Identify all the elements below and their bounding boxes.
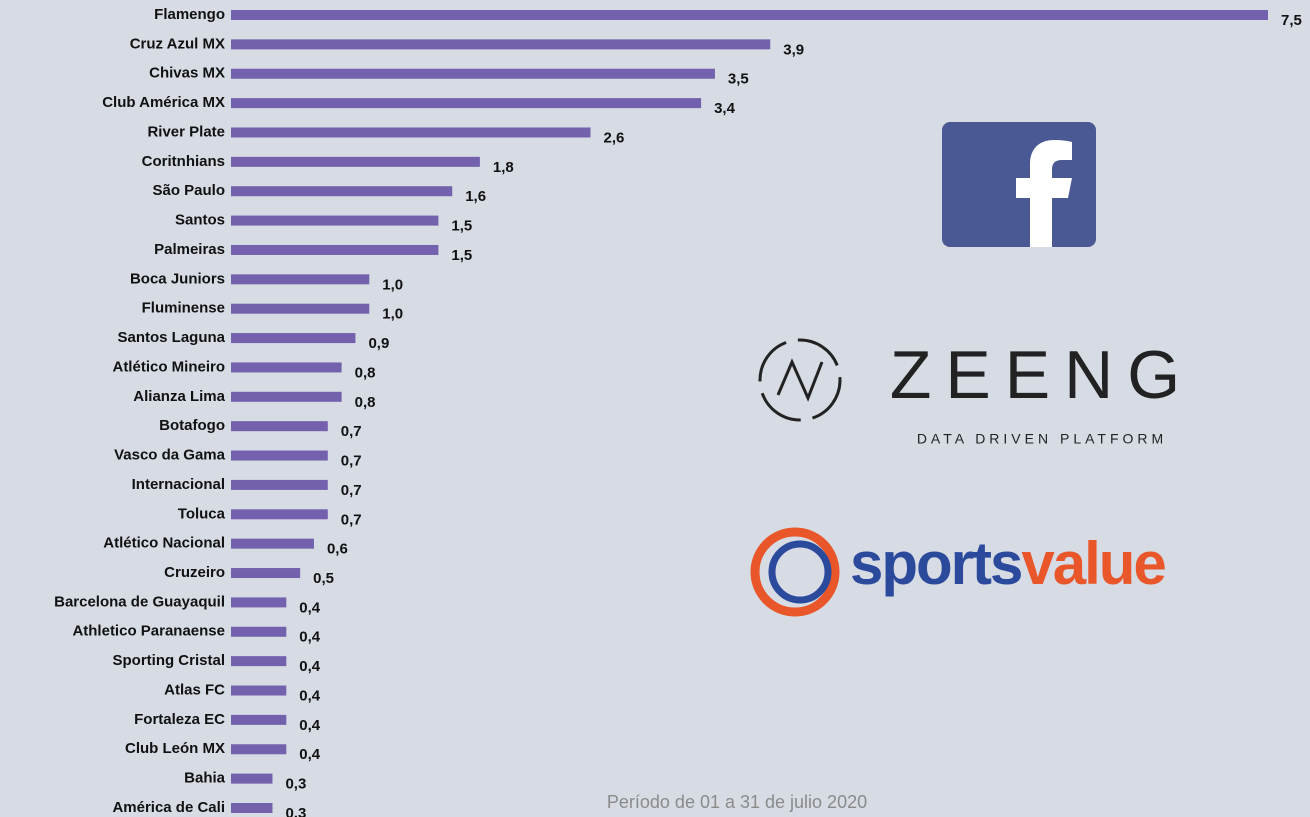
value-label: 7,5 <box>1281 12 1302 29</box>
category-label: Club León MX <box>125 740 225 757</box>
category-label: Cruz Azul MX <box>130 35 225 52</box>
category-label: Bahia <box>184 770 226 787</box>
bar <box>231 127 591 138</box>
value-label: 0,4 <box>299 629 321 646</box>
value-label: 0,3 <box>285 805 306 817</box>
category-label: Fortaleza EC <box>134 711 225 728</box>
bar <box>231 303 370 314</box>
bar <box>231 509 328 520</box>
zeeng-circle <box>758 338 842 422</box>
bar <box>231 215 439 226</box>
category-label: Alianza Lima <box>133 388 225 405</box>
facebook-f <box>1016 140 1072 247</box>
category-label: Toluca <box>178 505 226 522</box>
facebook-logo <box>942 122 1096 247</box>
bar <box>231 656 287 667</box>
sportsvalue-logo: sportsvalue <box>750 527 1167 617</box>
value-label: 1,8 <box>493 159 514 176</box>
category-label: Barcelona de Guayaquil <box>54 593 225 610</box>
value-label: 0,4 <box>299 658 321 675</box>
value-label: 0,4 <box>299 746 321 763</box>
category-label: Fluminense <box>142 300 225 317</box>
bar <box>231 744 287 755</box>
zeeng-wave <box>776 358 824 402</box>
bar <box>231 773 273 784</box>
bar <box>231 685 287 696</box>
category-label: Chivas MX <box>149 65 225 82</box>
category-label: Atlético Nacional <box>103 535 225 552</box>
bar <box>231 68 715 79</box>
sv-ring-outer <box>750 527 840 617</box>
value-label: 1,5 <box>451 218 472 235</box>
bar <box>231 421 328 432</box>
value-label: 0,4 <box>299 599 321 616</box>
category-label: Atlético Mineiro <box>112 358 225 375</box>
bar <box>231 10 1268 20</box>
value-label: 0,7 <box>341 511 362 528</box>
bar <box>231 156 480 167</box>
category-label: Palmeiras <box>154 241 225 258</box>
bar <box>231 538 314 549</box>
bar <box>231 450 328 461</box>
bar <box>231 39 771 50</box>
value-label: 0,4 <box>299 717 321 734</box>
category-label: Santos Laguna <box>117 329 225 346</box>
value-label: 1,5 <box>451 247 472 264</box>
bar <box>231 186 453 197</box>
category-label: São Paulo <box>152 182 225 199</box>
sv-text: sportsvalue <box>850 530 1165 597</box>
sv-text-b: value <box>1021 530 1165 597</box>
bar <box>231 568 301 579</box>
zeeng-tagline: DATA DRIVEN PLATFORM <box>917 431 1167 447</box>
category-label: Cruzeiro <box>164 564 225 581</box>
category-label: Internacional <box>132 476 225 493</box>
category-label: Coritnhians <box>142 153 225 170</box>
bar <box>231 274 370 285</box>
category-label: Club América MX <box>102 94 225 111</box>
value-label: 3,4 <box>714 100 736 117</box>
value-label: 0,7 <box>341 453 362 470</box>
value-label: 0,7 <box>341 482 362 499</box>
category-label: América de Cali <box>112 799 225 816</box>
category-label: Boca Juniors <box>130 270 225 287</box>
bar <box>231 714 287 725</box>
footnote: Período de 01 a 31 de julio 2020 <box>607 792 867 812</box>
value-label: 2,6 <box>603 129 624 146</box>
bar <box>231 802 273 813</box>
value-label: 0,4 <box>299 687 321 704</box>
bar <box>231 479 328 490</box>
value-label: 3,9 <box>783 41 804 58</box>
zeeng-logo: ZEENG DATA DRIVEN PLATFORM <box>758 337 1194 447</box>
category-label: Flamengo <box>154 6 225 23</box>
sv-text-a: sports <box>850 530 1021 597</box>
bar <box>231 98 702 109</box>
value-label: 0,5 <box>313 570 334 587</box>
value-label: 0,6 <box>327 541 348 558</box>
bar <box>231 391 342 402</box>
value-label: 3,5 <box>728 71 749 88</box>
value-label: 0,8 <box>355 394 376 411</box>
bar <box>231 597 287 608</box>
category-label: Sporting Cristal <box>112 652 225 669</box>
category-label: Botafogo <box>159 417 225 434</box>
value-label: 1,0 <box>382 276 403 293</box>
category-label: Athletico Paranaense <box>72 623 225 640</box>
category-label: Santos <box>175 212 225 229</box>
value-label: 0,3 <box>285 776 306 793</box>
category-label: Vasco da Gama <box>114 447 226 464</box>
sv-ring-inner <box>768 540 832 604</box>
value-label: 1,0 <box>382 306 403 323</box>
value-label: 0,8 <box>355 364 376 381</box>
bar <box>231 244 439 255</box>
category-label: Atlas FC <box>164 681 225 698</box>
value-label: 1,6 <box>465 188 486 205</box>
value-label: 0,9 <box>368 335 389 352</box>
category-label: River Plate <box>147 123 225 140</box>
zeeng-text: ZEENG <box>890 337 1194 413</box>
bar <box>231 333 356 344</box>
bar <box>231 626 287 637</box>
value-label: 0,7 <box>341 423 362 440</box>
bar <box>231 362 342 373</box>
